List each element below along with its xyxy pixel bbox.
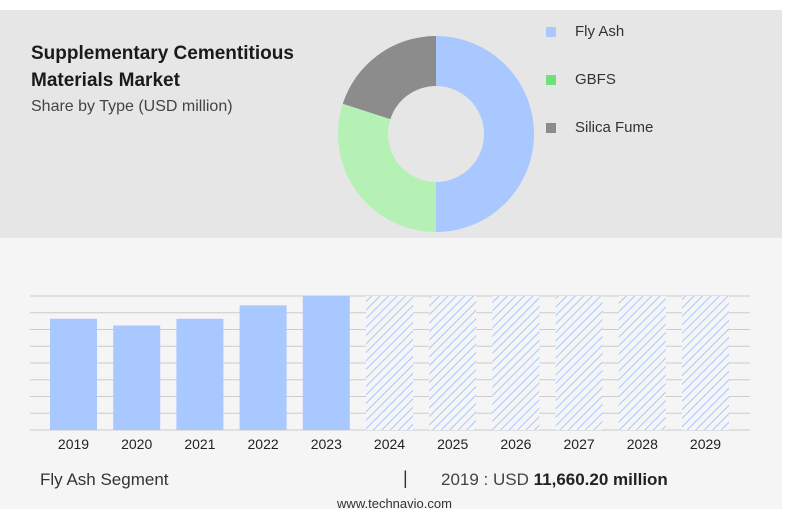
- legend-swatch-gbfs: [546, 75, 556, 85]
- segment-label: Fly Ash Segment: [40, 470, 169, 489]
- bar-2021: [176, 318, 224, 430]
- donut-chart: [338, 36, 534, 232]
- x-tick-2021: 2021: [184, 436, 215, 452]
- bar-2025: [429, 296, 477, 430]
- x-tick-2023: 2023: [311, 436, 342, 452]
- legend-item-silica-fume: Silica Fume: [546, 118, 653, 138]
- bar-chart: 2019 2020 2021 2022 2023 2024 2025 2026 2027 2028…: [30, 295, 750, 452]
- x-tick-2027: 2027: [564, 436, 595, 452]
- footer-separator: |: [403, 468, 408, 488]
- legend-item-gbfs: GBFS: [546, 70, 653, 90]
- bar-2028: [618, 296, 666, 430]
- x-tick-2020: 2020: [121, 436, 152, 452]
- legend-label-gbfs: GBFS: [575, 71, 616, 88]
- legend-swatch-fly-ash: [546, 27, 556, 37]
- bar-2027: [555, 296, 603, 430]
- legend-label-silica-fume: Silica Fume: [575, 119, 654, 136]
- donut-slice-silica-fume: [342, 36, 436, 120]
- segment-value-amount: 11,660.20 million: [533, 470, 668, 489]
- source-credit: www.technavio.com: [337, 496, 452, 511]
- bar-2023: [302, 296, 350, 430]
- donut-legend: Fly Ash GBFS Silica Fume: [546, 22, 653, 166]
- bar-2022: [239, 305, 287, 430]
- bar-2019: [50, 318, 97, 430]
- bar-2020: [113, 325, 161, 430]
- donut-slice-fly-ash: [436, 36, 534, 232]
- x-tick-2025: 2025: [437, 436, 468, 452]
- x-tick-2022: 2022: [248, 436, 279, 452]
- x-tick-2024: 2024: [374, 436, 405, 452]
- segment-value: 2019 : USD 11,660.20 million: [441, 470, 668, 490]
- x-tick-2028: 2028: [627, 436, 658, 452]
- bar-2026: [492, 296, 540, 430]
- chart-subtitle: Share by Type (USD million): [31, 98, 233, 115]
- x-tick-2029: 2029: [690, 436, 721, 452]
- bar-2024: [366, 296, 413, 430]
- segment-value-prefix: 2019 : USD: [441, 470, 529, 489]
- x-tick-2019: 2019: [58, 436, 89, 452]
- legend-label-fly-ash: Fly Ash: [575, 23, 625, 40]
- legend-swatch-silica-fume: [546, 123, 556, 133]
- legend-item-fly-ash: Fly Ash: [546, 22, 653, 42]
- bar-2029: [682, 296, 729, 430]
- donut-slice-gbfs: [338, 103, 436, 232]
- chart-title: Supplementary Cementitious Materials Mar…: [31, 43, 294, 91]
- x-tick-2026: 2026: [500, 436, 531, 452]
